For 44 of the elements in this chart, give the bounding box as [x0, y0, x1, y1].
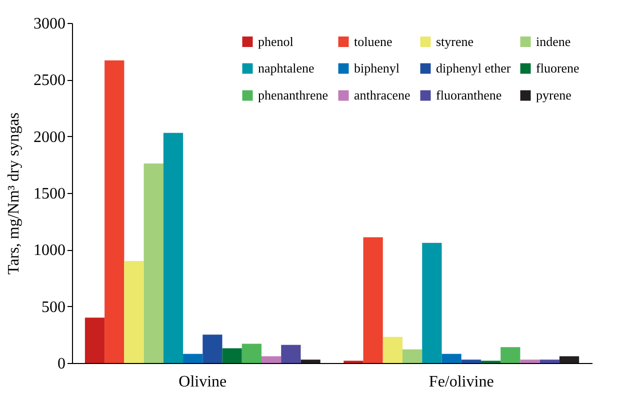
legend-label: phenol: [258, 34, 294, 49]
bar: [242, 344, 262, 363]
y-tick-label: 1000: [34, 242, 66, 260]
legend-label: naphtalene: [258, 60, 315, 76]
y-tick-label: 1500: [34, 186, 66, 202]
y-tick-label: 2500: [34, 72, 66, 90]
bar: [461, 360, 481, 363]
bar: [540, 360, 560, 363]
bar: [559, 356, 580, 363]
bar: [84, 318, 105, 363]
bar: [124, 261, 144, 363]
legend-label: styrene: [436, 34, 474, 49]
bar: [300, 360, 320, 363]
bar: [183, 354, 203, 363]
legend-label: pyrene: [536, 88, 572, 102]
y-tick-label: 2000: [34, 128, 66, 146]
bar: [202, 334, 222, 363]
legend-label: toluene: [354, 34, 392, 49]
bar: [442, 354, 462, 363]
y-axis-title: Tars, mg/Nm³ dry syngas: [6, 112, 22, 274]
bar: [402, 349, 422, 363]
x-tick-label: Olivine: [178, 374, 227, 390]
legend-label: fluoranthene: [436, 88, 502, 102]
x-tick-label: Fe/olivine: [428, 374, 494, 390]
bar: [281, 344, 301, 363]
y-tick-label: 0: [58, 356, 66, 372]
bar: [500, 347, 520, 363]
legend-label: fluorene: [536, 60, 580, 76]
legend-label: phenanthrene: [258, 88, 328, 102]
bar: [262, 356, 282, 363]
bar: [363, 237, 383, 363]
legend-label: diphenyl ether: [436, 60, 512, 76]
bar: [382, 336, 402, 363]
bar: [520, 360, 540, 363]
legend-label: biphenyl: [354, 60, 400, 76]
bar: [163, 132, 184, 363]
bar: [104, 60, 124, 363]
bar: [144, 164, 164, 363]
legend-label: indene: [536, 34, 571, 49]
legend-label: anthracene: [354, 88, 411, 102]
bar: [222, 348, 242, 363]
y-tick-label: 3000: [34, 16, 66, 32]
y-tick-label: 500: [42, 298, 66, 316]
bar: [422, 242, 442, 363]
